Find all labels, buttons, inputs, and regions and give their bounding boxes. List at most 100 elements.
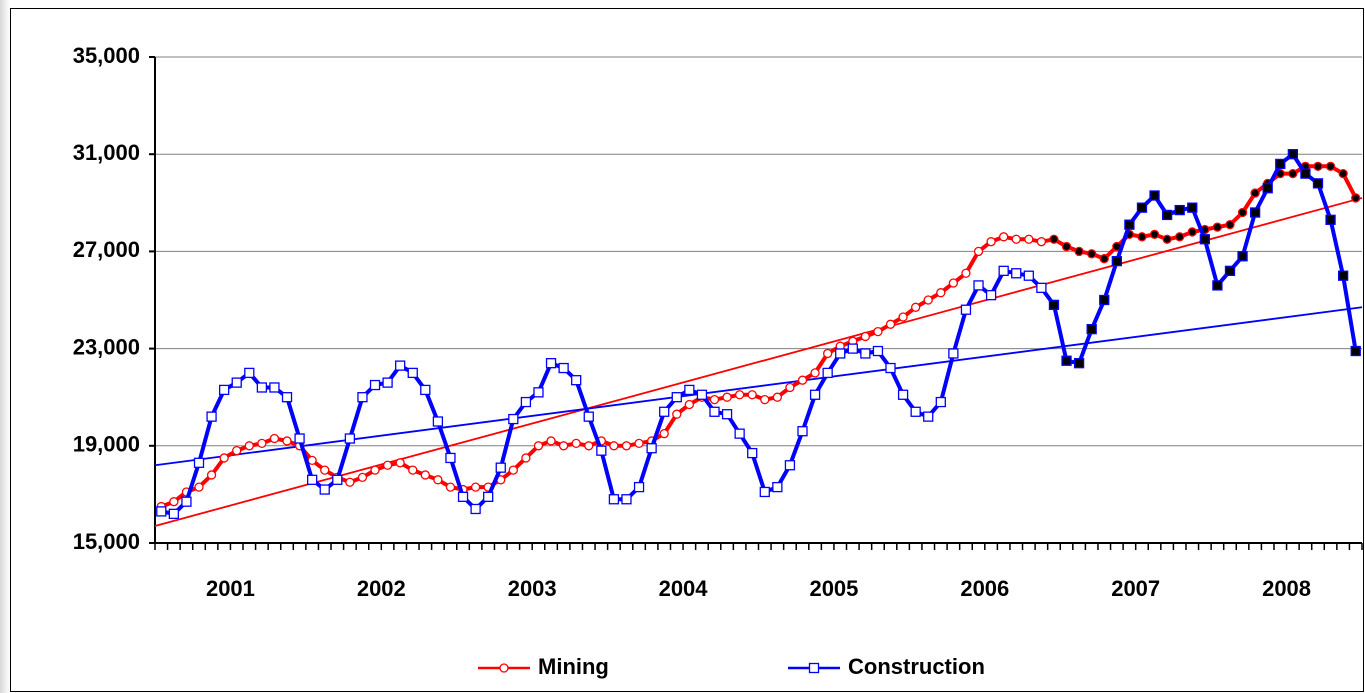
data-point [1137,232,1147,242]
data-point [307,455,317,466]
data-point [584,441,594,451]
data-point [1124,219,1135,230]
data-point [659,428,669,439]
data-point [671,392,682,403]
data-point [546,436,556,446]
data-point [1049,234,1059,244]
data-point [370,465,380,475]
data-point [823,348,833,359]
data-point [936,288,946,298]
data-point [345,477,355,487]
data-point [634,438,644,449]
data-point [797,375,808,385]
data-point [1149,229,1160,240]
data-point [470,482,481,492]
data-point [948,278,959,288]
data-point [545,358,557,369]
data-point [1350,345,1361,357]
data-point [784,460,796,471]
data-point [759,486,770,498]
data-point [445,482,456,492]
data-point [168,508,180,519]
data-point [1162,234,1172,244]
data-point [596,445,607,456]
data-point [734,390,745,400]
data-point [1024,234,1034,244]
data-point [1187,202,1198,213]
data-point [1237,251,1248,262]
data-point [1224,265,1236,276]
data-point [219,453,229,463]
data-point [1212,222,1223,232]
data-point [1036,237,1047,247]
data-point [256,382,268,393]
data-point [1136,202,1148,213]
x-tick-label: 2004 [659,576,709,601]
trend-line [154,306,1363,467]
data-point [1174,204,1185,216]
data-point [760,394,770,405]
data-point [193,457,205,468]
data-point [407,367,418,379]
data-point [860,331,871,342]
data-point [1074,246,1084,257]
data-point [244,367,255,379]
data-point [219,384,230,396]
data-point [911,302,921,312]
data-point [521,453,531,463]
x-tick-label: 2005 [809,576,858,601]
legend-marker [499,663,509,673]
data-point [885,319,896,329]
data-point [1011,234,1021,244]
data-point [357,392,368,403]
data-point [257,438,267,449]
data-point [232,446,242,456]
data-point [973,280,984,291]
data-point [721,409,733,420]
data-point [583,411,594,422]
data-point [508,413,519,425]
data-point [1337,270,1349,281]
data-point [608,494,620,505]
chart-frame [10,8,1364,692]
data-point [1275,158,1286,170]
data-point [571,375,582,386]
data-point [244,441,254,451]
data-point [1338,168,1348,179]
data-point [1313,161,1323,172]
legend-label: Mining [538,654,609,679]
data-point [1288,168,1298,179]
data-point [609,441,619,451]
data-point [558,441,569,451]
data-point [1262,183,1273,194]
data-point [181,496,192,507]
data-point [1212,280,1223,291]
data-point [709,406,720,417]
data-point [973,246,984,257]
data-point [357,472,368,483]
data-point [960,304,972,315]
data-point [457,491,469,502]
data-point [747,447,758,459]
data-point [621,494,632,505]
data-point [722,392,732,402]
data-point [1061,355,1072,366]
data-point [923,411,934,422]
data-point [169,497,179,507]
data-point [558,362,569,374]
x-tick-label: 2007 [1111,576,1160,601]
data-point [948,348,959,359]
data-point [1073,358,1085,369]
data-point [395,360,406,371]
data-point [621,441,632,451]
data-point [910,406,921,417]
legend-marker [808,662,820,674]
data-point [1149,190,1160,201]
data-point [684,399,694,410]
data-point [1249,207,1261,218]
x-tick-label: 2003 [508,576,557,601]
data-point [873,326,883,337]
data-point [734,428,745,439]
data-point [646,443,657,454]
x-tick-label: 2008 [1262,576,1311,601]
